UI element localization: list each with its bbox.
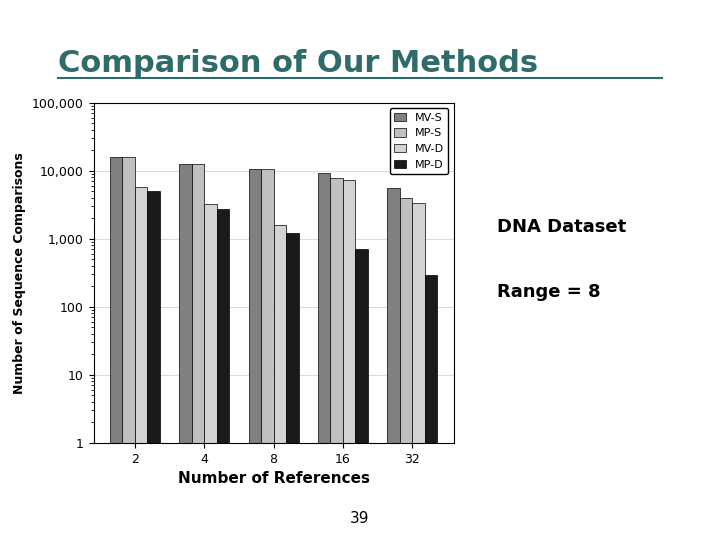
Bar bbox=[192, 164, 204, 540]
Text: 39: 39 bbox=[350, 511, 370, 526]
Text: Range = 8: Range = 8 bbox=[497, 282, 600, 301]
Bar bbox=[261, 169, 274, 540]
Bar bbox=[356, 249, 368, 540]
Bar bbox=[330, 178, 343, 540]
Bar bbox=[217, 210, 229, 540]
Y-axis label: Number of Sequence Comparisons: Number of Sequence Comparisons bbox=[14, 152, 27, 394]
Bar bbox=[425, 275, 437, 540]
X-axis label: Number of References: Number of References bbox=[178, 471, 369, 486]
Bar bbox=[204, 204, 217, 540]
Bar bbox=[135, 187, 148, 540]
Legend: MV-S, MP-S, MV-D, MP-D: MV-S, MP-S, MV-D, MP-D bbox=[390, 108, 448, 174]
Bar bbox=[286, 233, 299, 540]
Bar bbox=[110, 157, 122, 540]
Bar bbox=[413, 204, 425, 540]
Bar bbox=[400, 198, 413, 540]
Bar bbox=[387, 188, 400, 540]
Bar bbox=[343, 180, 356, 540]
Bar bbox=[179, 164, 192, 540]
Text: Comparison of Our Methods: Comparison of Our Methods bbox=[58, 49, 538, 78]
Bar bbox=[122, 157, 135, 540]
Bar bbox=[148, 191, 160, 540]
Bar bbox=[318, 173, 330, 540]
Bar bbox=[248, 169, 261, 540]
Text: DNA Dataset: DNA Dataset bbox=[497, 218, 626, 236]
Bar bbox=[274, 225, 286, 540]
